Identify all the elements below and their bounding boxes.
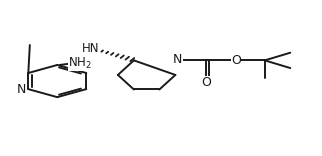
Text: N: N: [173, 53, 183, 66]
Text: N: N: [16, 83, 26, 96]
Text: O: O: [201, 76, 211, 89]
Text: O: O: [231, 54, 241, 67]
Text: HN: HN: [81, 42, 99, 55]
Text: NH$_2$: NH$_2$: [68, 56, 92, 71]
